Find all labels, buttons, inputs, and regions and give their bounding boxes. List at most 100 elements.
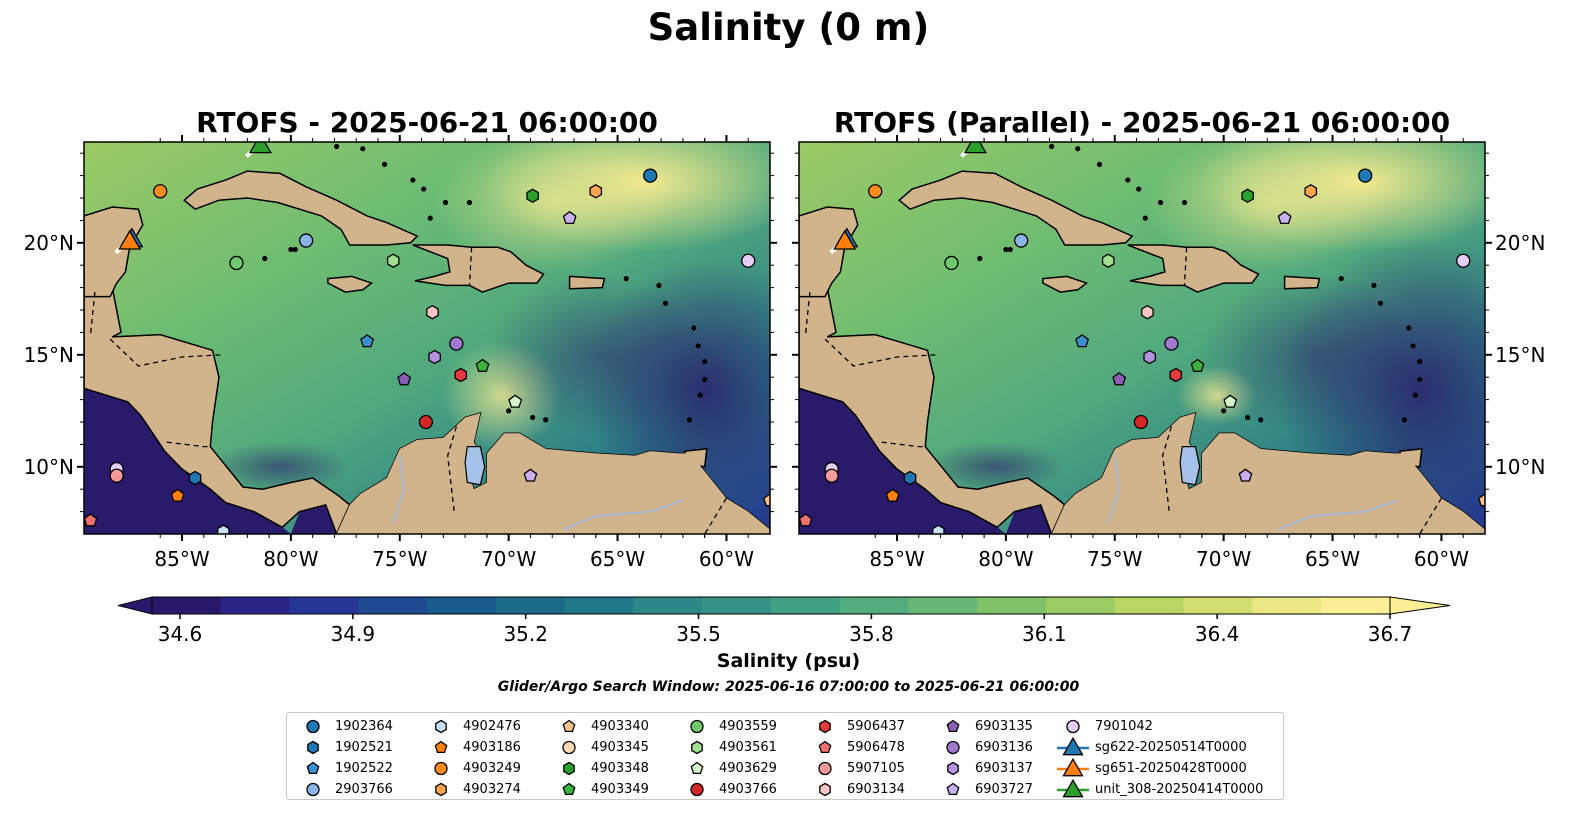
float-marker-5906437: [454, 367, 468, 383]
legend-item: 6903135: [935, 716, 1033, 737]
float-marker-5906478: [84, 513, 98, 527]
float-marker-5907105: [109, 468, 124, 483]
panel-left-title: RTOFS - 2025-06-21 06:00:00: [196, 106, 658, 139]
float-legend-marker: [818, 740, 832, 754]
land-puerto-rico: [568, 275, 606, 290]
hexagon-marker-icon: [691, 740, 703, 755]
land-cuba: [898, 170, 1134, 246]
float-marker-6903137: [428, 349, 441, 365]
lon-tick-label: 75°W: [372, 547, 427, 571]
colorbar-tick-label: 35.8: [849, 622, 894, 646]
float-marker-6903135: [397, 372, 412, 386]
colorbar-segment: [1114, 597, 1185, 614]
float-legend-marker: [562, 740, 576, 755]
legend-item: 4902476: [423, 716, 521, 737]
legend-column: 4902476 4903186 4903249 4903274: [423, 716, 521, 800]
pentagon-marker-icon: [306, 761, 320, 775]
glider-legend-marker: [1062, 737, 1084, 756]
legend-label: 4903559: [719, 719, 777, 734]
circle-marker-icon: [690, 782, 704, 797]
pentagon-marker-icon: [946, 782, 960, 796]
float-marker-4903340: [763, 493, 770, 507]
float-legend-marker: [434, 761, 448, 776]
float-legend-marker: [563, 761, 575, 776]
float-marker-7901042: [1456, 253, 1471, 268]
lake-maracaibo: [1179, 446, 1201, 486]
hexagon-marker-icon: [819, 719, 831, 734]
float-marker-4903348: [1241, 188, 1254, 204]
legend-item: 4903249: [423, 758, 521, 779]
circle-marker-icon: [306, 719, 320, 734]
pacific-ocean: [799, 388, 1006, 534]
colorbar-tick-label: 35.5: [676, 622, 721, 646]
colorbar-extend-low: [117, 596, 153, 615]
legend-item: 6903134: [807, 779, 905, 800]
legend-item: 5906478: [807, 737, 905, 758]
legend-label: 4903249: [463, 761, 521, 776]
float-marker-4903629: [1223, 394, 1238, 408]
legend-label: sg622-20250514T0000: [1095, 740, 1247, 755]
legend-label: 7901042: [1095, 719, 1153, 734]
colorbar-segment: [289, 597, 359, 614]
colorbar-segment: [633, 597, 703, 614]
legend-label: 4903345: [591, 740, 649, 755]
float-marker-7901042: [741, 253, 756, 268]
legend-label: 6903727: [975, 782, 1033, 797]
lon-tick-label: 60°W: [699, 547, 754, 571]
legend-label: 4903766: [719, 782, 777, 797]
float-marker-6903727: [1238, 468, 1253, 482]
float-marker-2903766: [1013, 233, 1029, 248]
lon-tick-label: 70°W: [1196, 547, 1251, 571]
float-marker-4903559: [944, 255, 959, 271]
hexagon-marker-icon: [819, 782, 831, 797]
legend-label: 4903274: [463, 782, 521, 797]
pacific-ocean: [84, 388, 291, 534]
hexagon-marker-icon: [435, 719, 447, 734]
legend-label: 5906437: [847, 719, 905, 734]
colorbar-label: Salinity (psu): [716, 650, 861, 672]
colorbar-segment: [1046, 597, 1116, 614]
float-marker-4903561: [1101, 253, 1115, 268]
lat-tick-label: 15°N: [1495, 343, 1545, 367]
hexagon-marker-icon: [307, 740, 319, 755]
float-marker-4903274: [589, 184, 603, 199]
float-marker-6903135: [1112, 372, 1127, 386]
colorbar: 34.6 34.9 35.2 35.5 35.8 36.1 36.4 36.7: [117, 596, 1451, 646]
colorbar-segment: [358, 597, 428, 614]
float-legend-marker: [691, 740, 703, 755]
legend-label: 2903766: [335, 782, 393, 797]
hexagon-marker-icon: [435, 782, 447, 797]
legend-label: 6903137: [975, 761, 1033, 776]
legend-column: 6903135 6903136 6903137 6903727: [935, 716, 1033, 800]
colorbar-segment: [977, 597, 1047, 614]
legend-label: 4903349: [591, 782, 649, 797]
map-panel-left: 85°W 80°W 75°W 70°W 65°W 60°W 10°N 15°N 20°N: [24, 135, 777, 571]
float-marker-1902522: [1075, 334, 1090, 348]
float-legend-marker: [946, 782, 960, 796]
lon-tick-label: 85°W: [869, 547, 924, 571]
land-cuba: [183, 170, 419, 246]
legend-label: sg651-20250428T0000: [1095, 761, 1247, 776]
colorbar-segment: [839, 597, 910, 614]
colorbar-tick-label: 36.4: [1195, 622, 1240, 646]
land-puerto-rico: [1283, 275, 1321, 290]
lon-tick-label: 75°W: [1087, 547, 1142, 571]
legend-label: 5907105: [847, 761, 905, 776]
glider-marker-unit_308: [248, 142, 272, 154]
float-legend-marker: [435, 782, 447, 797]
colorbar-segment: [702, 597, 772, 614]
circle-marker-icon: [434, 761, 448, 776]
lon-tick-label: 65°W: [1305, 547, 1360, 571]
float-marker-1902364: [643, 168, 658, 183]
pentagon-marker-icon: [818, 740, 832, 754]
lon-tick-label: 60°W: [1414, 547, 1469, 571]
lat-tick-label: 10°N: [24, 455, 74, 479]
glider-marker-sg651: [833, 229, 857, 250]
legend-column: 4903340 4903345 4903348 4903349: [551, 716, 649, 800]
float-legend-marker: [690, 782, 704, 797]
land-jamaica: [327, 275, 374, 293]
circle-marker-icon: [306, 782, 320, 797]
lon-tick-label: 65°W: [590, 547, 645, 571]
float-legend-marker: [306, 719, 320, 734]
figure-title: Salinity (0 m): [647, 6, 930, 49]
